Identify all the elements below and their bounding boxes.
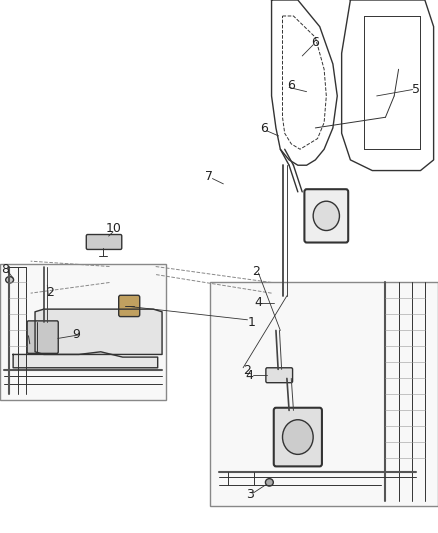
FancyBboxPatch shape: [27, 321, 58, 353]
Text: 7: 7: [205, 171, 213, 183]
Text: 5: 5: [412, 83, 420, 96]
Polygon shape: [35, 309, 162, 354]
Text: 1: 1: [248, 316, 256, 329]
Text: 4: 4: [254, 296, 262, 309]
Text: 4: 4: [246, 369, 254, 382]
Bar: [0, 264, 166, 400]
Text: 2: 2: [252, 265, 260, 278]
Ellipse shape: [265, 479, 273, 486]
FancyBboxPatch shape: [274, 408, 322, 466]
Text: 6: 6: [287, 79, 295, 92]
Text: 6: 6: [260, 123, 268, 135]
Text: 6: 6: [311, 36, 319, 49]
Text: 9: 9: [73, 328, 81, 341]
Text: 2: 2: [244, 364, 251, 377]
Polygon shape: [13, 352, 158, 368]
FancyBboxPatch shape: [304, 189, 348, 243]
Text: 10: 10: [106, 222, 122, 235]
FancyBboxPatch shape: [266, 368, 293, 383]
Ellipse shape: [6, 277, 14, 283]
FancyBboxPatch shape: [86, 235, 122, 249]
Ellipse shape: [283, 420, 313, 454]
Bar: [210, 282, 438, 506]
Text: 8: 8: [1, 263, 9, 276]
Ellipse shape: [313, 201, 339, 231]
Text: 3: 3: [246, 488, 254, 501]
Text: 2: 2: [46, 286, 54, 298]
FancyBboxPatch shape: [119, 295, 140, 317]
FancyBboxPatch shape: [272, 294, 301, 311]
